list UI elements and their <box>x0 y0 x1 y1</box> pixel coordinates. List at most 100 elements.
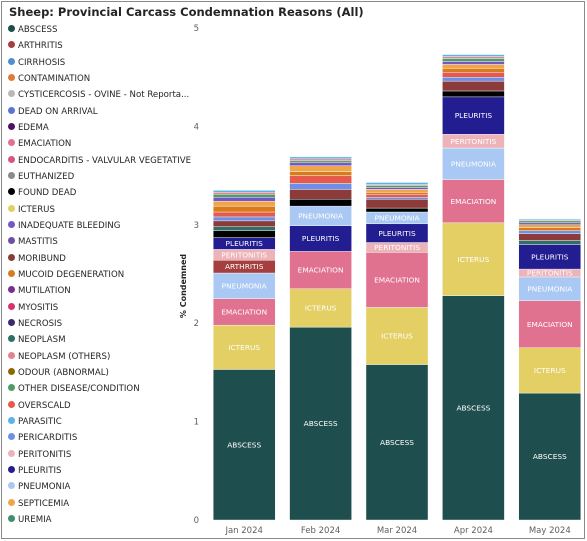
bar-segment[interactable] <box>212 298 276 326</box>
bar-segment[interactable] <box>442 90 505 98</box>
bar-segment[interactable] <box>442 147 505 180</box>
bar-segment[interactable] <box>289 158 352 162</box>
legend-item[interactable]: UREMIA <box>8 512 52 528</box>
legend-item[interactable]: MORIBUND <box>8 251 66 267</box>
bar-segment[interactable] <box>442 76 505 82</box>
bar-segment[interactable] <box>365 197 429 200</box>
bar-segment[interactable] <box>212 220 276 227</box>
bar-segment[interactable] <box>212 230 276 238</box>
bar-segment[interactable] <box>518 222 581 226</box>
bar-segment[interactable] <box>442 61 505 65</box>
legend-item[interactable]: PLEURITIS <box>8 463 61 479</box>
legend-item-label: OTHER DISEASE/CONDITION <box>18 384 140 395</box>
bar-segment[interactable] <box>365 199 429 209</box>
bar-segment[interactable] <box>289 288 352 328</box>
bar-segment[interactable] <box>442 64 505 69</box>
bar-segment[interactable] <box>289 189 352 200</box>
bar-segment[interactable] <box>212 192 276 195</box>
legend-item[interactable]: PNEUMONIA <box>8 479 70 495</box>
bar-segment[interactable] <box>289 160 352 164</box>
bar-segment[interactable] <box>289 162 352 166</box>
bar-segment[interactable] <box>289 171 352 176</box>
bar-segment[interactable] <box>442 80 505 92</box>
legend-item[interactable]: EMACIATION <box>8 136 71 152</box>
bar-segment[interactable] <box>212 272 276 299</box>
legend-item[interactable]: OTHER DISEASE/CONDITION <box>8 381 140 397</box>
bar-segment[interactable] <box>212 226 276 231</box>
bar-segment[interactable] <box>442 72 505 78</box>
legend-item[interactable]: ABSCESS <box>8 22 57 38</box>
bar-segment[interactable] <box>212 194 276 198</box>
legend-item[interactable]: MYOSITIS <box>8 300 58 316</box>
bar-segment[interactable] <box>518 220 581 224</box>
bar-segment[interactable] <box>289 326 352 521</box>
bar-segment[interactable] <box>442 56 505 59</box>
legend-item[interactable]: OVERSCALD <box>8 398 71 414</box>
bar-segment[interactable] <box>442 54 505 57</box>
segment-data-label: EMACIATION <box>450 197 496 206</box>
legend-item[interactable]: PERITONITIS <box>8 447 71 463</box>
bar-segment[interactable] <box>442 295 505 521</box>
bar-segment[interactable] <box>289 251 352 289</box>
bar-segment[interactable] <box>289 199 352 207</box>
bar-segment[interactable] <box>365 194 429 198</box>
bar-segment[interactable] <box>518 227 581 231</box>
bar-segment[interactable] <box>365 185 429 188</box>
bar-segment[interactable] <box>212 200 276 207</box>
legend-item[interactable]: NECROSIS <box>8 316 62 332</box>
bar-segment[interactable] <box>212 205 276 213</box>
legend-item[interactable]: CYSTICERCOSIS - OVINE - Not Reporta... <box>8 87 189 103</box>
bar-segment[interactable] <box>212 190 276 193</box>
bar-segment[interactable] <box>518 233 581 241</box>
legend-item[interactable]: MASTITIS <box>8 234 58 250</box>
bar-segment[interactable] <box>289 165 352 172</box>
bar-segment[interactable] <box>365 189 429 193</box>
legend-item[interactable]: CIRRHOSIS <box>8 55 65 71</box>
legend-item[interactable]: INADEQUATE BLEEDING <box>8 218 120 234</box>
bar-segment[interactable] <box>212 197 276 202</box>
bar-segment[interactable] <box>212 211 276 218</box>
y-tick-label: 4 <box>194 122 199 132</box>
bar-segment[interactable] <box>442 222 505 296</box>
bar-segment[interactable] <box>442 58 505 62</box>
legend-item[interactable]: ICTERUS <box>8 202 55 218</box>
bar-segment[interactable] <box>212 369 276 521</box>
legend-item[interactable]: CONTAMINATION <box>8 71 90 87</box>
bar-segment[interactable] <box>442 96 505 135</box>
legend-item[interactable]: ENDOCARDITIS - VALVULAR VEGETATIVE <box>8 153 191 169</box>
bar-segment[interactable] <box>518 244 581 270</box>
bar-segment[interactable] <box>365 182 429 185</box>
legend-color-dot-icon <box>8 122 15 130</box>
bar-segment[interactable] <box>518 230 581 234</box>
bar-segment[interactable] <box>518 224 581 228</box>
bar-segment[interactable] <box>518 392 581 521</box>
legend-item[interactable]: DEAD ON ARRIVAL <box>8 104 98 120</box>
bar-segment[interactable] <box>365 207 429 213</box>
legend-item[interactable]: FOUND DEAD <box>8 185 76 201</box>
legend-item[interactable]: PARASITIC <box>8 414 62 430</box>
bar-segment[interactable] <box>289 175 352 184</box>
legend-item[interactable]: EDEMA <box>8 120 49 136</box>
legend-item[interactable]: ARTHRITIS <box>8 38 63 54</box>
legend-item[interactable]: MUCOID DEGENERATION <box>8 267 124 283</box>
bar-segment[interactable] <box>518 347 581 394</box>
legend-item[interactable]: SEPTICEMIA <box>8 496 69 512</box>
bar-segment[interactable] <box>365 187 429 190</box>
bar-segment[interactable] <box>518 218 581 221</box>
legend-item[interactable]: NEOPLASM (OTHERS) <box>8 349 110 365</box>
legend-item[interactable]: PERICARDITIS <box>8 430 77 446</box>
legend-item[interactable]: EUTHANIZED <box>8 169 74 185</box>
bar-segment[interactable] <box>212 216 276 222</box>
legend-item[interactable]: MUTILATION <box>8 283 71 299</box>
bar-segment[interactable] <box>365 252 429 308</box>
legend-item[interactable]: ODOUR (ABNORMAL) <box>8 365 109 381</box>
bar-segment[interactable] <box>518 240 581 245</box>
bar-segment[interactable] <box>518 300 581 348</box>
legend-item[interactable]: NEOPLASM <box>8 332 66 348</box>
bar-segment[interactable] <box>289 156 352 160</box>
bar-segment[interactable] <box>442 68 505 73</box>
bar-segment[interactable] <box>365 192 429 195</box>
bar-segment[interactable] <box>442 179 505 224</box>
bar-segment[interactable] <box>289 225 352 252</box>
bar-segment[interactable] <box>289 183 352 190</box>
